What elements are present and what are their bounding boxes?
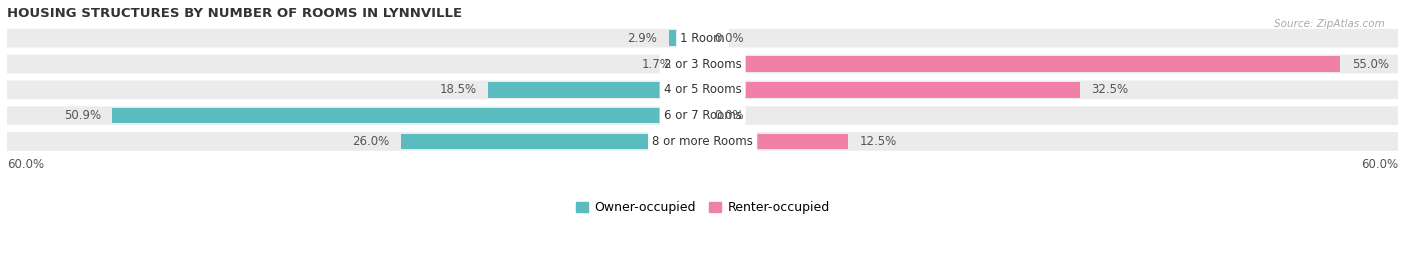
Text: 0.0%: 0.0% (714, 109, 744, 122)
Bar (703, 56, 1340, 72)
Bar (401, 134, 703, 149)
FancyBboxPatch shape (7, 106, 1399, 125)
Text: 60.0%: 60.0% (7, 158, 44, 171)
Text: 8 or more Rooms: 8 or more Rooms (652, 135, 754, 148)
Legend: Owner-occupied, Renter-occupied: Owner-occupied, Renter-occupied (571, 196, 835, 219)
Text: 1 Room: 1 Room (681, 32, 725, 45)
Text: 18.5%: 18.5% (440, 83, 477, 96)
Text: 60.0%: 60.0% (1361, 158, 1399, 171)
Text: 1.7%: 1.7% (641, 58, 671, 70)
Text: 26.0%: 26.0% (353, 135, 389, 148)
Text: 0.0%: 0.0% (714, 32, 744, 45)
Bar (703, 82, 1080, 98)
FancyBboxPatch shape (7, 80, 1399, 99)
Text: Source: ZipAtlas.com: Source: ZipAtlas.com (1274, 19, 1385, 29)
Bar (112, 108, 703, 123)
Text: 6 or 7 Rooms: 6 or 7 Rooms (664, 109, 741, 122)
Bar (488, 82, 703, 98)
Text: 32.5%: 32.5% (1091, 83, 1128, 96)
Text: 55.0%: 55.0% (1353, 58, 1389, 70)
Text: 4 or 5 Rooms: 4 or 5 Rooms (664, 83, 741, 96)
FancyBboxPatch shape (7, 55, 1399, 73)
Text: 12.5%: 12.5% (859, 135, 897, 148)
Text: 50.9%: 50.9% (63, 109, 101, 122)
Text: 2 or 3 Rooms: 2 or 3 Rooms (664, 58, 741, 70)
Bar (683, 56, 703, 72)
Bar (669, 30, 703, 46)
FancyBboxPatch shape (7, 132, 1399, 151)
Text: HOUSING STRUCTURES BY NUMBER OF ROOMS IN LYNNVILLE: HOUSING STRUCTURES BY NUMBER OF ROOMS IN… (7, 7, 463, 20)
Bar (703, 134, 848, 149)
FancyBboxPatch shape (7, 29, 1399, 48)
Text: 2.9%: 2.9% (627, 32, 658, 45)
